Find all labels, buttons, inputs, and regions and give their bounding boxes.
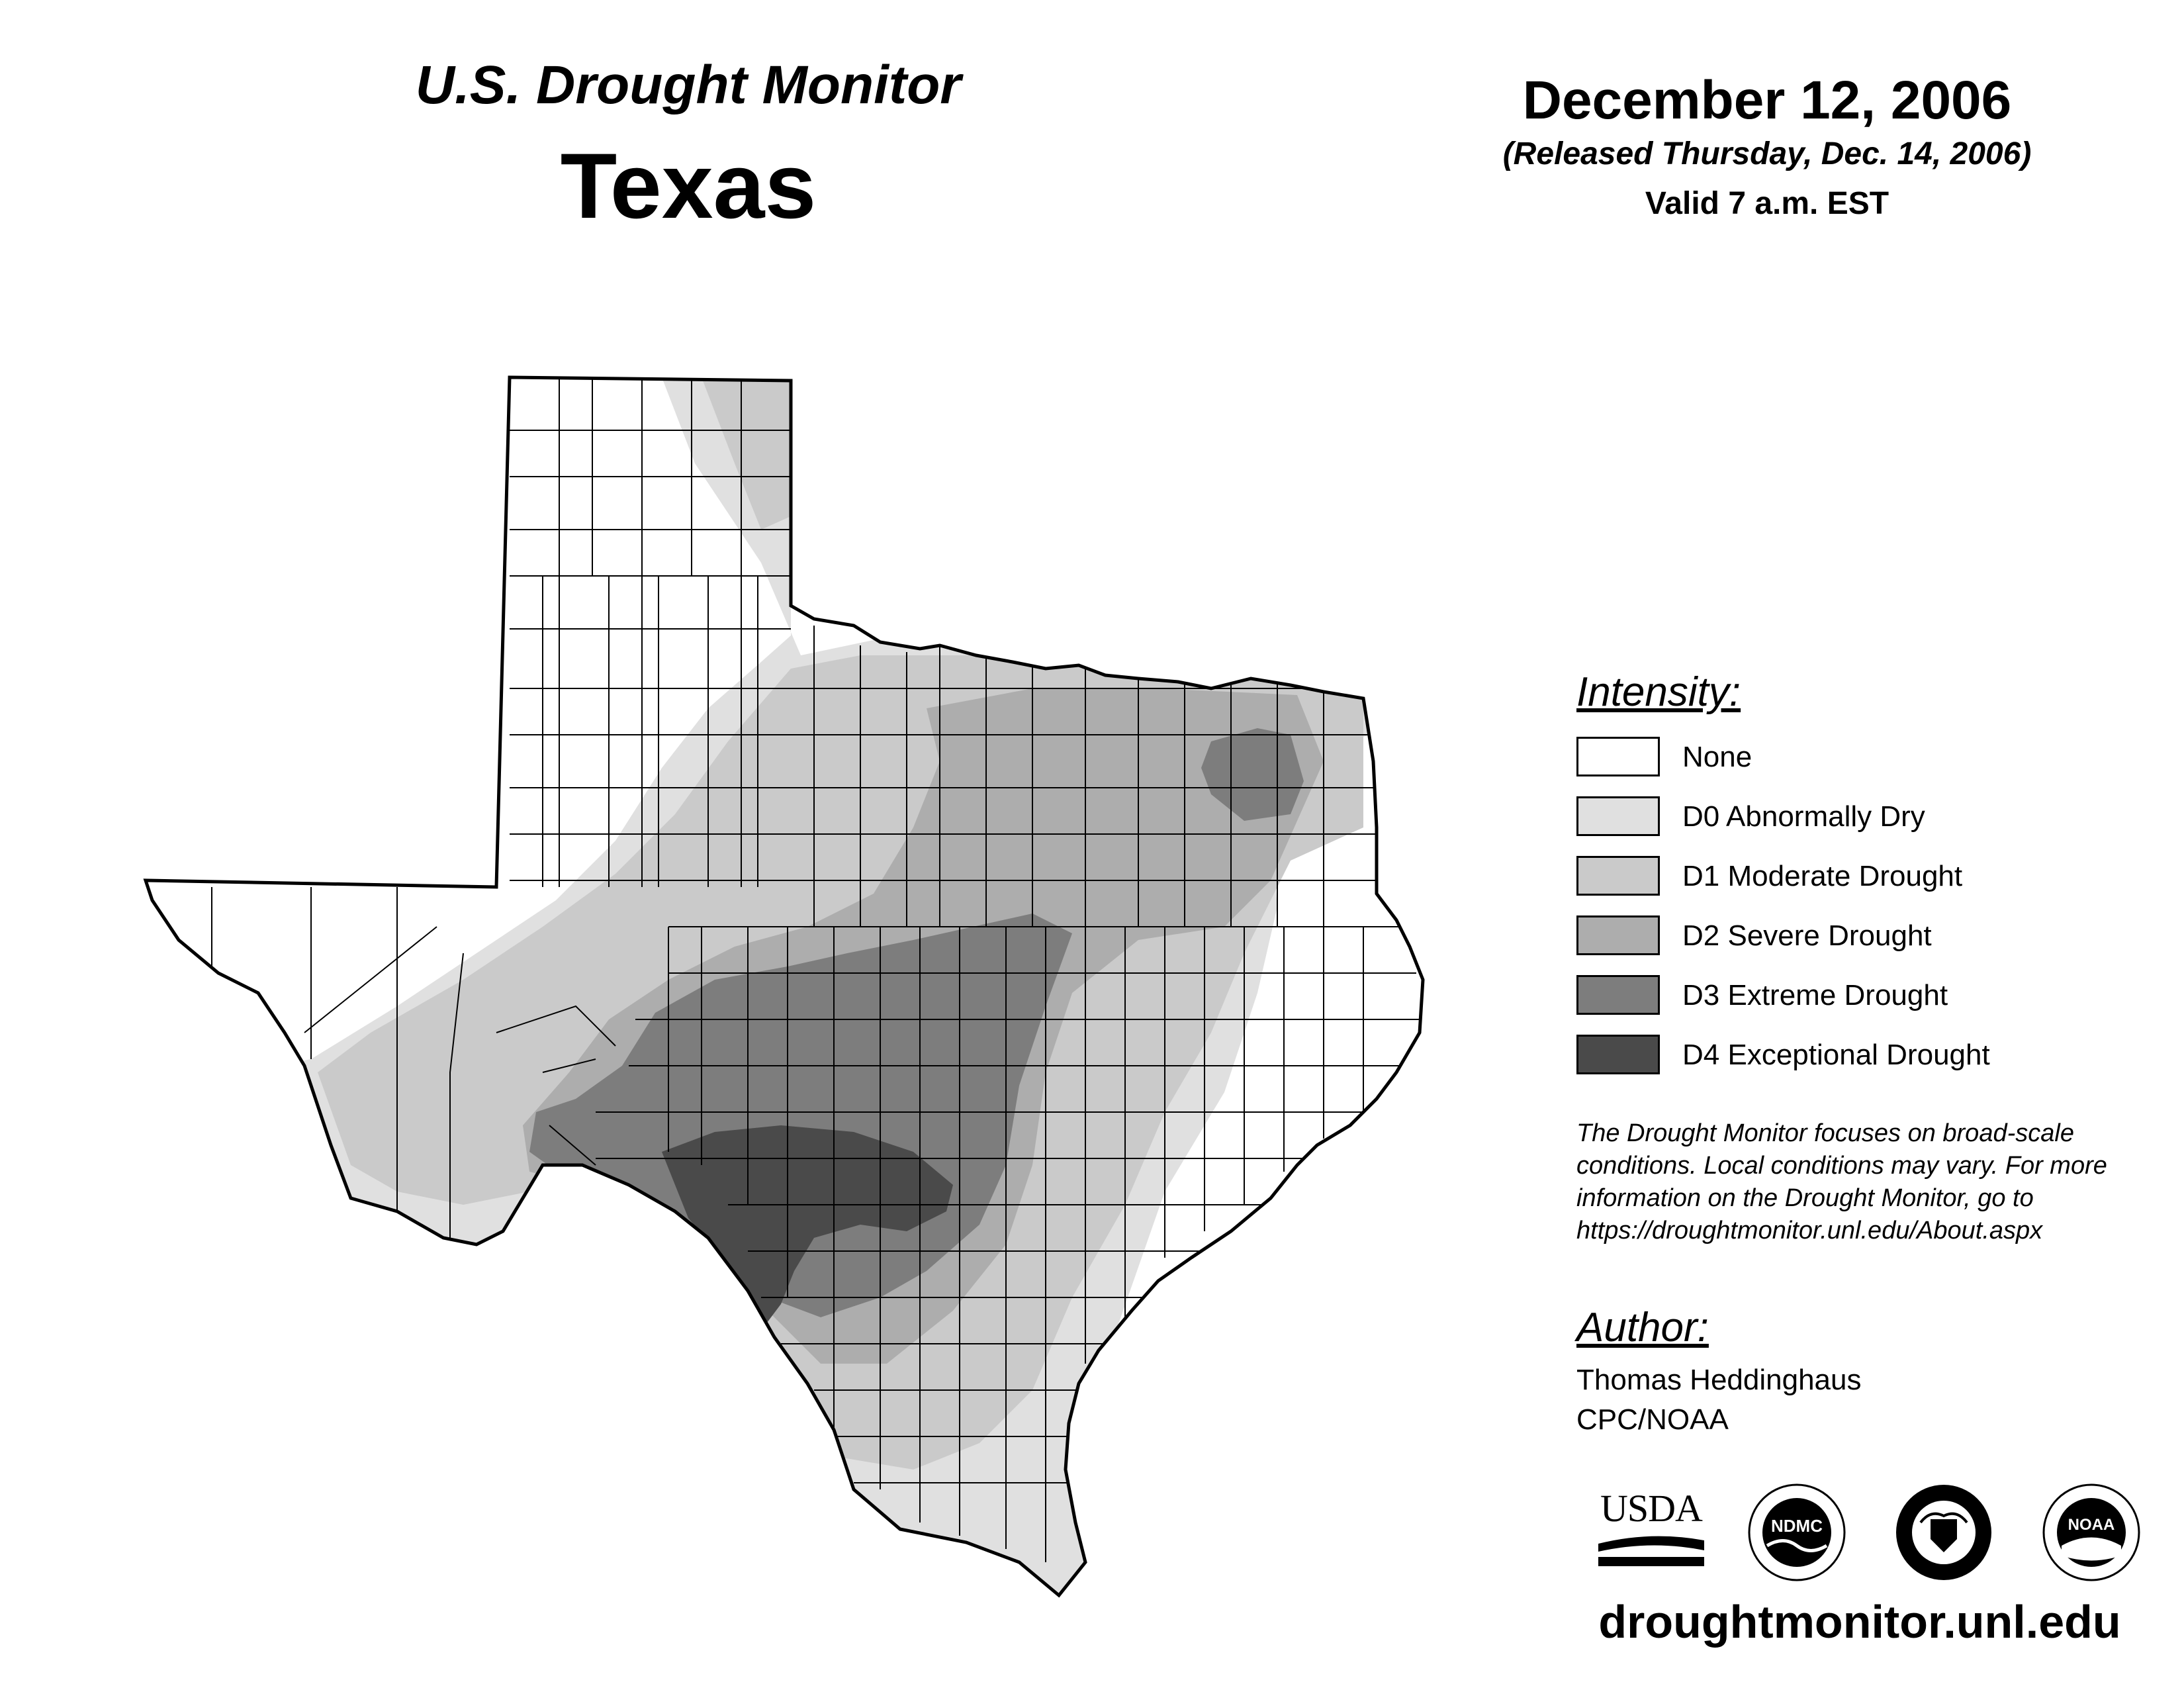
legend-swatch xyxy=(1576,796,1660,836)
product-title: U.S. Drought Monitor xyxy=(415,55,962,115)
commerce-seal xyxy=(1894,1483,1993,1585)
legend-label: D3 Extreme Drought xyxy=(1682,979,1948,1011)
author-org: CPC/NOAA xyxy=(1576,1403,1729,1436)
legend-label: D0 Abnormally Dry xyxy=(1682,800,1925,833)
legend-swatch xyxy=(1576,856,1660,896)
legend-heading: Intensity: xyxy=(1576,669,1741,715)
texas-state-outline xyxy=(143,375,1425,1598)
author-name: Thomas Heddinghaus xyxy=(1576,1364,1862,1396)
usda-logo: USDA xyxy=(1595,1486,1707,1566)
legend-swatch xyxy=(1576,975,1660,1015)
county-boundaries xyxy=(211,377,1420,1562)
region-title: Texas xyxy=(560,134,817,238)
legend-label: None xyxy=(1682,741,1752,773)
legend-label: D4 Exceptional Drought xyxy=(1682,1039,1990,1071)
ndmc-logo-mark xyxy=(1748,1483,1846,1581)
drought-areas xyxy=(146,377,1390,1595)
usda-logo-mark xyxy=(1598,1536,1704,1566)
noaa-logo-text: NOAA xyxy=(2068,1516,2115,1534)
ndmc-logo: NDMC xyxy=(1747,1483,1846,1585)
texas-drought-map xyxy=(143,375,1425,1598)
valid-time: Valid 7 a.m. EST xyxy=(1645,186,1889,221)
legend-label: D1 Moderate Drought xyxy=(1682,860,1963,892)
disclaimer-note: The Drought Monitor focuses on broad-sca… xyxy=(1576,1119,2107,1244)
legend-label: D2 Severe Drought xyxy=(1682,919,1932,952)
usda-logo-text: USDA xyxy=(1600,1487,1703,1530)
map-date: December 12, 2006 xyxy=(1522,70,2012,130)
noaa-logo-mark xyxy=(2042,1483,2140,1581)
author-heading: Author: xyxy=(1576,1305,1709,1350)
footer-url[interactable]: droughtmonitor.unl.edu xyxy=(1598,1596,2121,1648)
legend-swatch xyxy=(1576,915,1660,955)
legend-swatch xyxy=(1576,1035,1660,1074)
release-date: (Released Thursday, Dec. 14, 2006) xyxy=(1502,136,2032,171)
ndmc-logo-text: NDMC xyxy=(1771,1516,1823,1536)
noaa-logo: NOAA xyxy=(2042,1483,2141,1585)
legend-swatch xyxy=(1576,737,1660,776)
